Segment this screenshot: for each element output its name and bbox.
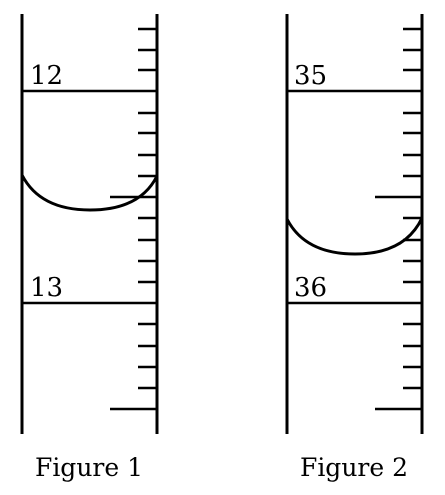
figure-1-scale-ticks	[110, 27, 157, 411]
figure-2-burette: 35 36 Figure 2	[285, 14, 424, 482]
figure-2-label-lower: 36	[294, 273, 327, 303]
figure-2-major-lines	[287, 89, 422, 305]
figure-2-scale-ticks	[375, 27, 422, 411]
figure-2-caption: Figure 2	[300, 453, 408, 482]
figure-1-burette: 12 13 Figure 1	[20, 14, 159, 482]
figure-1-tube-walls	[20, 14, 159, 434]
figure-1-caption: Figure 1	[35, 453, 143, 482]
figure-1-major-lines	[22, 89, 157, 305]
figure-2-label-upper: 35	[294, 61, 327, 91]
figure-1-meniscus	[20, 174, 159, 212]
figure-1-label-lower: 13	[30, 273, 63, 303]
figure-2-tube-walls	[285, 14, 424, 434]
figure-2-meniscus	[285, 217, 424, 256]
figure-1-label-upper: 12	[30, 61, 63, 91]
